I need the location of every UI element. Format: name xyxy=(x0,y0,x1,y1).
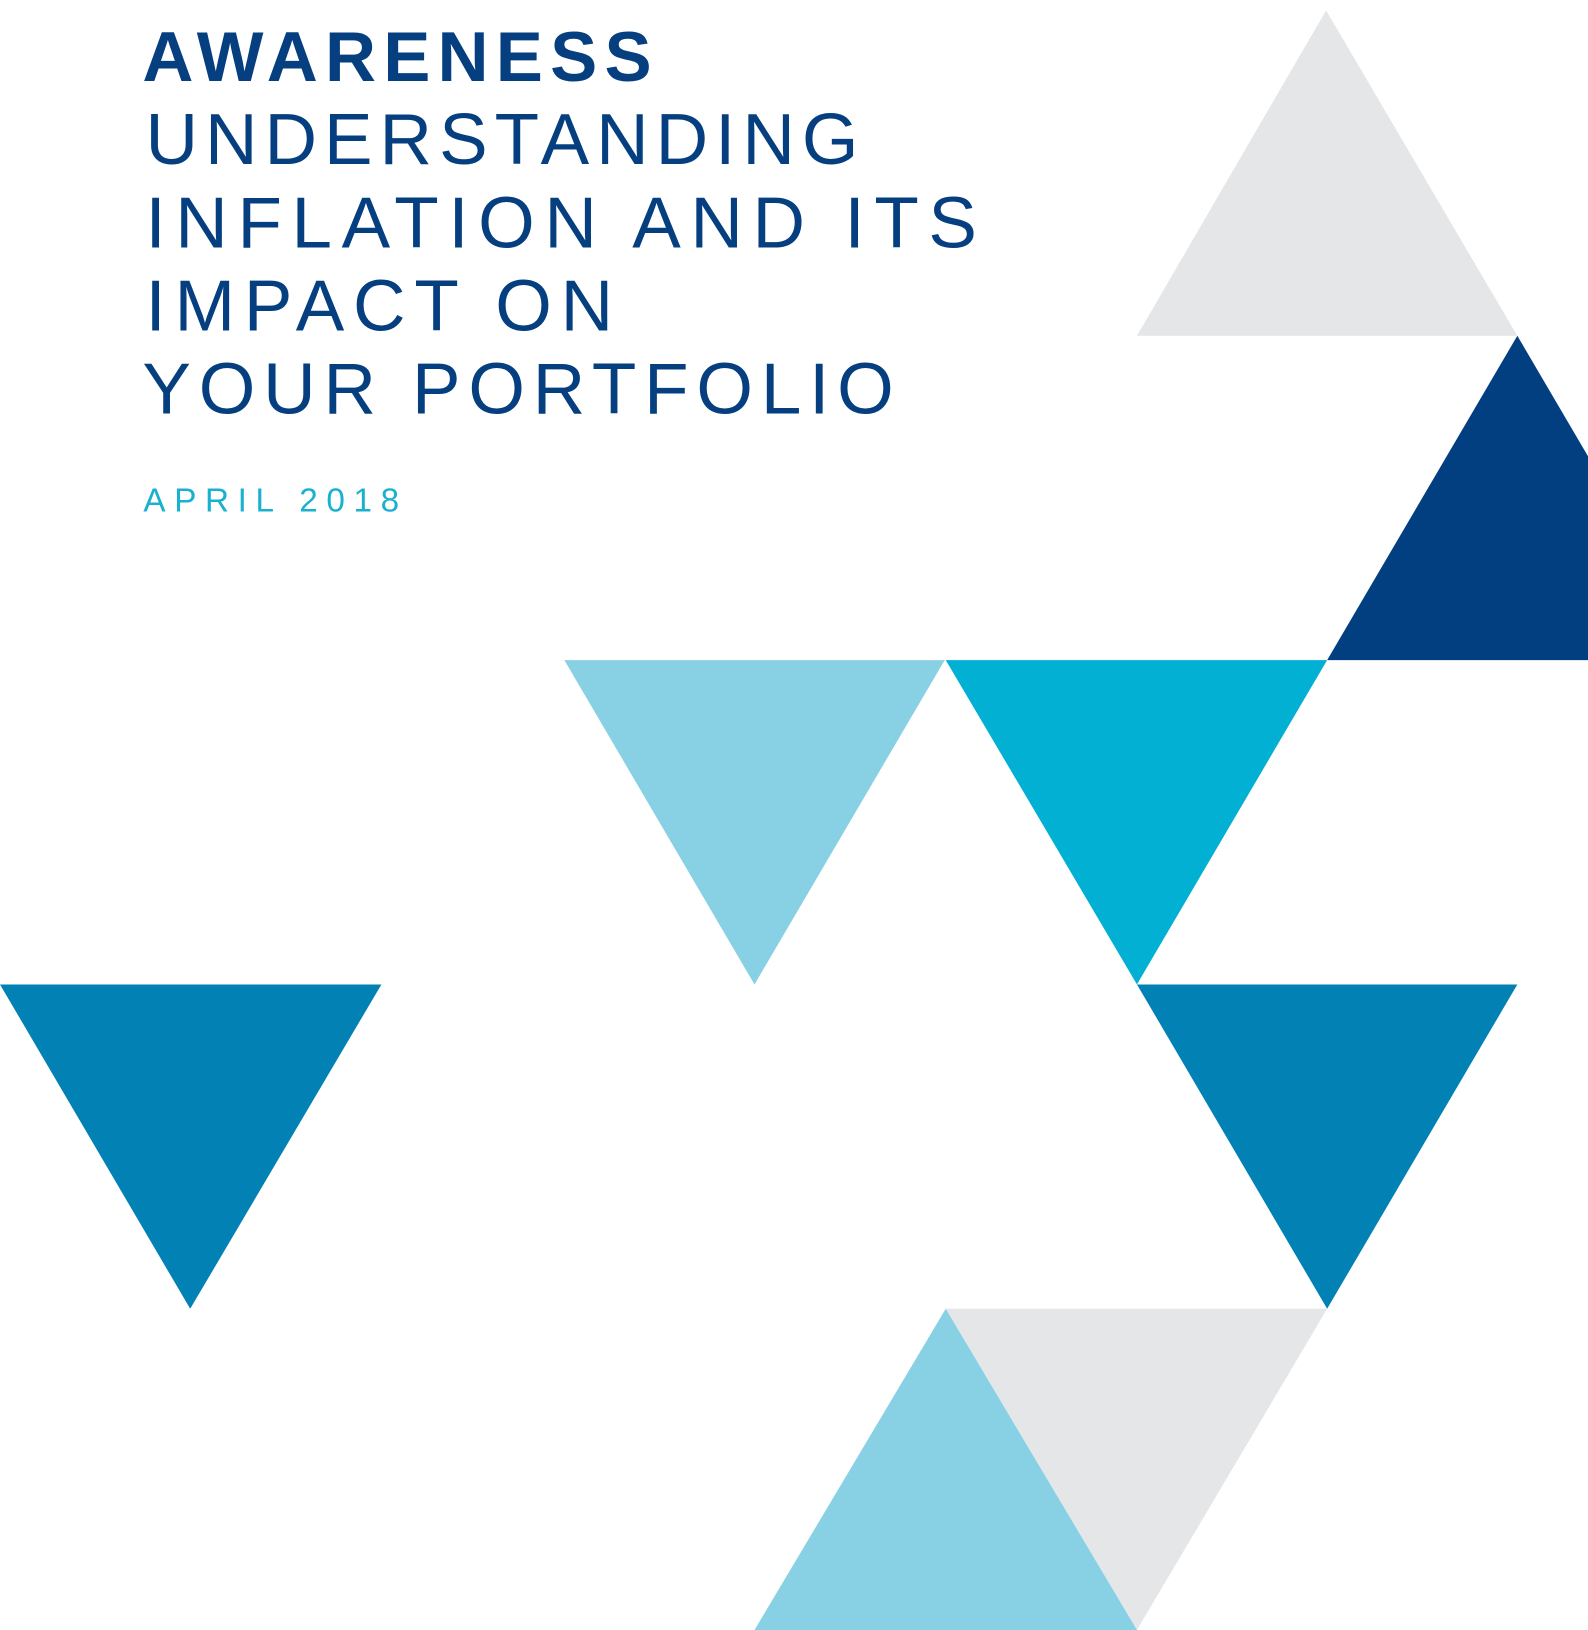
triangle xyxy=(1136,984,1518,1309)
title-line: UNDERSTANDING xyxy=(145,99,858,180)
triangle xyxy=(0,984,382,1309)
triangles xyxy=(0,10,1588,1630)
triangle xyxy=(1136,10,1518,336)
date: APRIL 2018 xyxy=(143,482,399,519)
title-line: IMPACT ON xyxy=(145,266,613,347)
triangle xyxy=(1327,335,1588,661)
triangle xyxy=(754,1308,1137,1630)
title-line: INFLATION AND ITS xyxy=(145,182,976,263)
title-line: YOUR PORTFOLIO xyxy=(142,349,893,430)
triangle xyxy=(564,660,945,985)
triangle xyxy=(945,1308,1328,1630)
series-label: AWARENESS xyxy=(142,17,651,96)
triangle xyxy=(945,660,1328,985)
